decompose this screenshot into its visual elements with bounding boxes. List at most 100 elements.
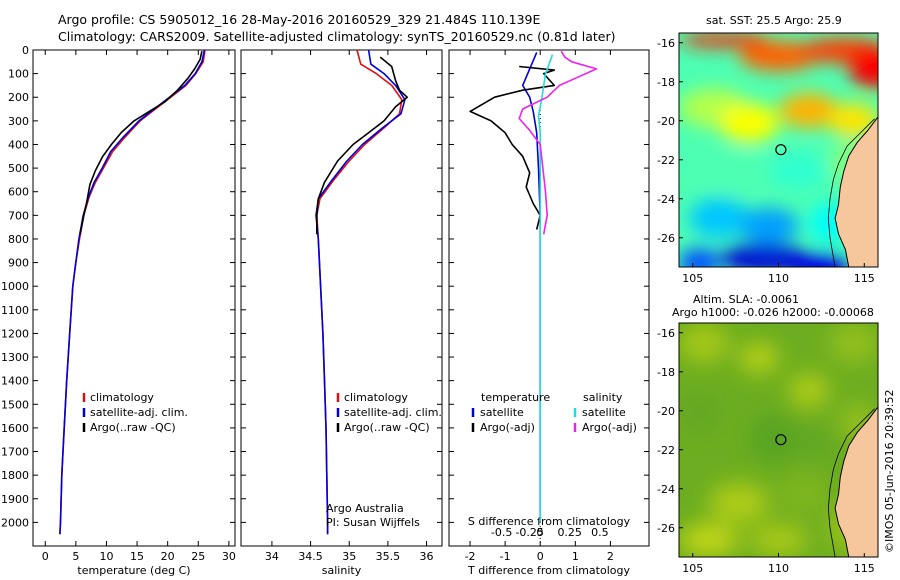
x-tick-label: 34.5 [298,550,323,563]
map-blob [789,373,829,408]
legend-label: temperature [481,391,550,404]
land-mass [834,116,878,267]
y-tick-label: 1600 [1,422,29,435]
map-sst-map: 105 110 115 -16 -18 -20 -22 -24 -26 sat. SST: 25.… [657,14,879,285]
y-tick-label: 300 [8,115,29,128]
x-axis-label: temperature (deg C) [77,564,190,577]
map-blob [709,483,769,523]
y-tick-label: -20 [657,115,675,128]
plot-frame [448,49,650,547]
x-tick-label: 0 [42,550,49,563]
land-mass [834,406,878,557]
depth-contour [827,408,875,557]
map-blob [679,523,739,557]
y-tick-label: -16 [657,327,675,340]
y-tick-label: 1100 [1,304,29,317]
y-tick-label: -24 [657,193,675,206]
x-tick-label: 115 [854,272,875,285]
x-axis-label: T difference from climatology [467,564,630,577]
y-tick-label: 400 [8,138,29,151]
y-tick-label: -22 [657,444,675,457]
map-field [679,323,878,557]
map-blob [779,473,829,513]
x-tick-label: 115 [854,562,875,575]
map-title: Argo h1000: -0.026 h2000: -0.00068 [672,306,874,319]
x-tick-label: 1 [572,550,579,563]
series-satellite-adj--clim- [315,49,406,535]
x-tick-label: 36 [420,550,434,563]
map-blob [679,33,769,47]
s-tick-label: 0 [536,526,543,539]
y-tick-label: 2000 [1,516,29,529]
y-tick-label: -20 [657,405,675,418]
y-tick-label: -22 [657,154,675,167]
map-blob [789,253,849,267]
map-blob [739,208,799,243]
annotation-line: Argo Australia [326,502,404,515]
y-tick-label: 0 [22,44,29,57]
y-tick-label: -24 [657,483,675,496]
map-blob [849,48,878,88]
map-blob [679,323,729,363]
argo-location-marker [775,144,787,156]
series-argo--adj- [518,50,598,235]
chart-subtitle: Climatology: CARS2009. Satellite-adjuste… [58,29,616,44]
series-argo---raw--qc- [79,51,203,235]
map-blob [699,153,769,188]
plot-frame [240,49,443,547]
map-title: Altim. SLA: -0.0061 [693,293,799,306]
x-tick-label: 2 [607,550,614,563]
y-tick-label: 1200 [1,327,29,340]
x-tick-label: 15 [130,550,144,563]
y-tick-label: 800 [8,233,29,246]
y-tick-label: -16 [657,37,675,50]
legend-label: salinity [583,391,623,404]
map-blob [719,103,779,143]
map-blob [719,243,809,267]
plot-frame [32,49,236,547]
argo-location-marker [775,434,787,446]
y-tick-label: -18 [657,366,675,379]
y-tick-label: 1300 [1,351,29,364]
x-tick-label: 30 [222,550,236,563]
y-tick-label: 1400 [1,375,29,388]
legend-label: satellite-adj. clim. [90,406,188,419]
x-tick-label: 20 [161,550,175,563]
annotation-line: PI: Susan Wijffels [326,516,420,529]
legend-label: satellite [480,406,524,419]
legend-label: Argo(..raw -QC) [344,421,430,434]
map-blob [739,343,779,373]
y-tick-label: 700 [8,209,29,222]
legend-label: Argo(..raw -QC) [90,421,176,434]
map-blob [739,41,819,71]
map-blob [799,423,839,463]
y-tick-label: 1500 [1,398,29,411]
x-tick-label: 105 [682,562,703,575]
series-argo--adj- [469,65,556,230]
x-tick-label: 0 [537,550,544,563]
legend-label: satellite [582,406,626,419]
y-tick-label: -26 [657,522,675,535]
x-tick-label: 110 [768,272,789,285]
y-tick-label: -18 [657,76,675,89]
panel-temperature: 0 5 10 15 20 25 30 temperature (deg C) 0 100 200 30… [1,44,236,577]
y-tick-label: 1700 [1,446,29,459]
series-satellite [537,54,554,523]
map-blob [769,153,829,188]
s-tick-label: 0.25 [557,526,582,539]
chart-title: Argo profile: CS 5905012_16 28-May-2016 … [58,12,541,27]
x-tick-label: 110 [768,562,789,575]
map-sla-map: 105 110 115 -16 -18 -20 -22 -24 -26 Altim. SLA: -… [657,293,879,575]
map-blob [749,413,799,463]
s-tick-label: 0.5 [591,526,609,539]
legend-label: Argo(-adj) [480,421,535,434]
legend-label: Argo(-adj) [582,421,637,434]
legend-label: climatology [344,391,408,404]
y-tick-label: 200 [8,91,29,104]
map-title: sat. SST: 25.5 Argo: 25.9 [706,14,842,27]
panel-salinity: 34 34.5 35 35.5 36 salinity climatology satelli… [240,49,443,577]
x-tick-label: 35.5 [376,550,401,563]
map-blob [829,103,878,138]
y-tick-label: 100 [8,68,29,81]
x-tick-label: 34 [265,550,279,563]
